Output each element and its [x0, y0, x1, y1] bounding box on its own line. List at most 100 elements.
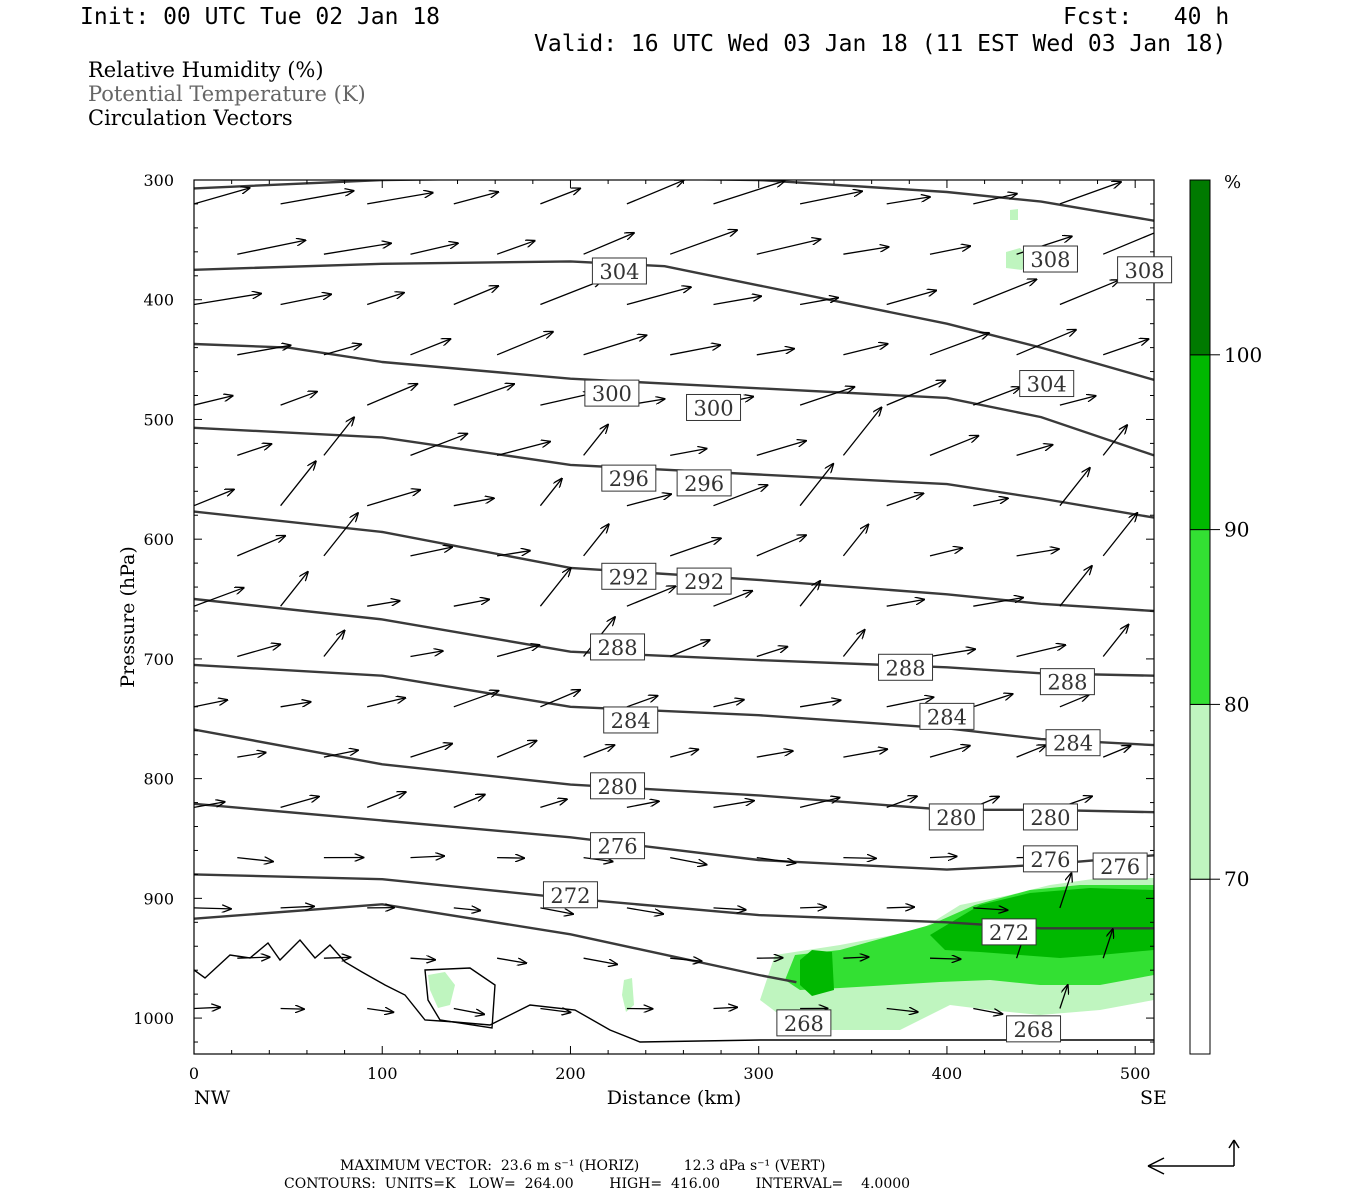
circulation-vectors: [194, 180, 1154, 1015]
circulation-vector: [194, 294, 261, 306]
circulation-vector: [843, 247, 888, 255]
circulation-vector: [973, 279, 1036, 306]
contour-label-box: [1022, 803, 1078, 831]
circulation-vector: [843, 749, 887, 758]
circulation-vector: [843, 858, 875, 859]
circulation-vector: [886, 1009, 918, 1013]
circulation-vector: [237, 536, 285, 557]
rh-90-cell: [800, 950, 834, 996]
contour-label-text: 280: [1030, 806, 1070, 830]
circulation-vector: [280, 906, 314, 908]
contour-label-box: [1019, 370, 1075, 398]
circulation-vector: [973, 1007, 1002, 1015]
circulation-vector: [496, 241, 534, 255]
theta-contour-308: [194, 180, 1154, 222]
circulation-vector: [1059, 280, 1119, 306]
contour-label-text: 292: [609, 565, 649, 589]
circulation-vector: [1059, 566, 1092, 607]
contour-label-box: [591, 257, 647, 285]
theta-contours: [194, 180, 1154, 984]
valid-time: Valid: 16 UTC Wed 03 Jan 18 (11 EST Wed …: [534, 31, 1227, 57]
contour-label-268: 268: [776, 1009, 832, 1037]
circulation-vector: [280, 702, 311, 708]
circulation-vector: [497, 858, 524, 859]
circulation-vector: [799, 387, 854, 406]
contour-label-284: 284: [919, 702, 975, 730]
circulation-vector: [496, 551, 530, 557]
circulation-vector: [886, 493, 924, 507]
contour-label-text: 276: [1030, 848, 1070, 872]
circulation-vector: [1102, 339, 1148, 356]
contour-label-box: [1039, 668, 1095, 696]
circulation-vector: [194, 588, 244, 607]
colorbar-segment: [1189, 878, 1211, 1055]
contour-label-280: 280: [1022, 803, 1078, 831]
contour-label-296: 296: [601, 464, 657, 492]
colorbar-level-label: 90: [1224, 518, 1249, 542]
circulation-vector: [756, 535, 806, 557]
circulation-vector: [367, 293, 404, 306]
circulation-vector: [410, 243, 458, 255]
circulation-vector: [1016, 445, 1053, 457]
axes: 0 100 200 300 400 500 300 400 500 600 700 800 900 100…: [133, 171, 1154, 1083]
circulation-vector: [929, 333, 989, 356]
theta-contour-276: [194, 802, 1154, 871]
contour-label-box: [686, 393, 742, 421]
circulation-vector: [670, 345, 720, 356]
circulation-vector: [1016, 645, 1066, 658]
circulation-vector: [1102, 625, 1128, 657]
circulation-vector: [973, 387, 1020, 406]
contour-label-text: 272: [989, 921, 1029, 945]
x-tick-label: 100: [367, 1064, 398, 1083]
circulation-vector: [323, 750, 358, 758]
circulation-vector: [886, 291, 936, 306]
circulation-vector: [540, 690, 580, 708]
contour-label-box: [776, 1009, 832, 1037]
contour-label-text: 300: [693, 396, 733, 420]
contour-label-288: 288: [1039, 668, 1095, 696]
contour-labels: 308 308 304 304 300 300 296 296 292 292 288 288 288 2…: [542, 245, 1173, 1043]
circulation-vector: [713, 485, 768, 507]
circulation-vector: [453, 599, 489, 607]
circulation-vector: [973, 908, 1007, 910]
circulation-vector: [280, 191, 354, 205]
contour-label-text: 288: [597, 636, 637, 660]
circulation-vector: [453, 384, 514, 406]
circulation-vector: [670, 449, 706, 457]
circulation-vector: [583, 858, 613, 862]
y-tick-label: 500: [143, 410, 174, 429]
circulation-vector: [540, 799, 566, 809]
contour-label-box: [603, 706, 659, 734]
contour-label-text: 284: [927, 705, 967, 729]
x-tick-label: 0: [189, 1064, 199, 1083]
circulation-vector: [756, 647, 788, 658]
circulation-vector: [626, 696, 658, 708]
circulation-vector: [842, 525, 868, 557]
contour-label-text: 284: [611, 709, 651, 733]
rh-70-small-4: [1010, 209, 1018, 220]
contour-label-box: [676, 469, 732, 497]
circulation-vector: [626, 180, 684, 205]
colorbar-segment: [1189, 179, 1211, 356]
contour-label-272: 272: [542, 881, 598, 909]
theta-contour-304: [194, 260, 1154, 382]
circulation-vector: [713, 181, 785, 205]
circulation-vector: [323, 344, 361, 356]
contour-label-text: 276: [1100, 855, 1140, 879]
circulation-vector: [194, 188, 250, 205]
terrain-outline: [194, 938, 1154, 1043]
circulation-vector: [626, 801, 659, 809]
circulation-vector: [799, 191, 862, 205]
circulation-vector: [1059, 985, 1068, 1009]
circulation-vector: [453, 498, 494, 507]
circulation-vector: [799, 298, 838, 306]
contour-label-text: 296: [684, 472, 724, 496]
contour-label-text: 284: [1053, 732, 1093, 756]
colorbar-segment: [1189, 354, 1211, 531]
contour-label-text: 272: [550, 884, 590, 908]
circulation-vector: [669, 640, 709, 658]
theta-contour-272: [194, 873, 1154, 930]
theta-contour-284: [194, 663, 1154, 747]
circulation-vector: [237, 644, 280, 658]
contour-label-308: 308: [1022, 245, 1078, 273]
